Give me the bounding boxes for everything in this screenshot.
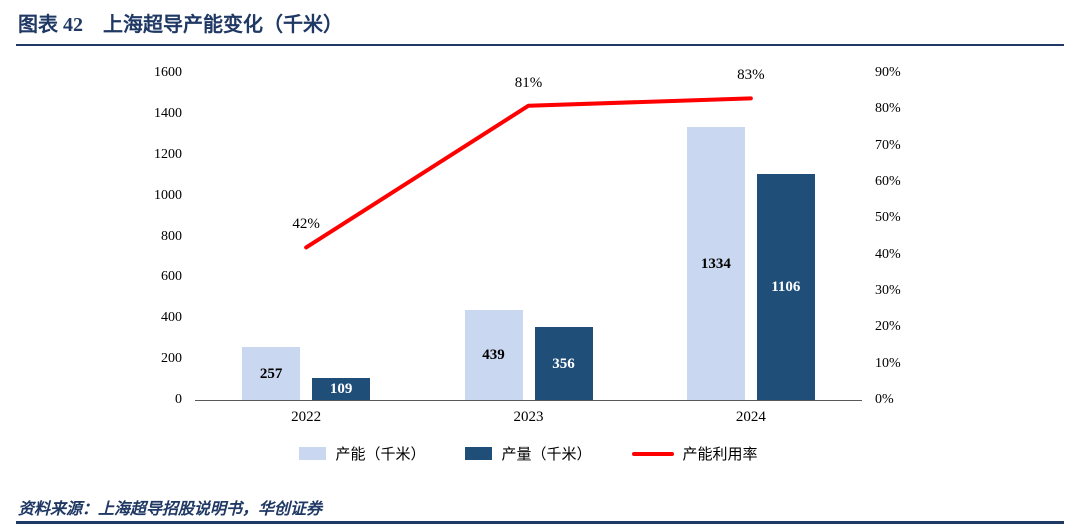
x-axis-category-label: 2023 — [513, 409, 544, 425]
legend-item-utilization: 产能利用率 — [631, 443, 758, 464]
bar-label-capacity-2023: 439 — [482, 347, 505, 364]
line-point-label-2023: 81% — [514, 74, 543, 91]
legend-item-capacity: 产能（千米） — [299, 443, 425, 464]
x-axis-line — [195, 400, 862, 401]
left-axis-tick-label: 1000 — [154, 187, 182, 203]
right-axis-tick-label: 40% — [875, 246, 901, 262]
right-axis-tick-label: 70% — [875, 137, 901, 153]
title-rule — [16, 44, 1064, 46]
bar-output-2022 — [312, 377, 371, 400]
bar-capacity-2024 — [686, 127, 745, 400]
legend-swatch-output — [465, 447, 493, 460]
bar-capacity-2022 — [242, 347, 301, 400]
right-axis-tick-label: 0% — [875, 392, 894, 407]
line-point-label-2022: 42% — [292, 216, 320, 233]
x-axis-category-label: 2024 — [735, 409, 766, 425]
right-axis-tick-label: 30% — [875, 283, 901, 298]
left-axis-tick-label: 1200 — [154, 146, 182, 162]
figure-title: 图表 42 上海超导产能变化（千米） — [18, 14, 343, 36]
left-axis-tick-label: 800 — [161, 228, 182, 244]
bar-output-2023 — [534, 327, 593, 400]
bar-capacity-2023 — [464, 310, 523, 400]
bottom-rule — [16, 521, 1064, 524]
legend-label-capacity: 产能（千米） — [335, 447, 426, 463]
legend-label-output: 产量（千米） — [501, 447, 592, 463]
bar-output-2024 — [756, 173, 815, 400]
left-axis-tick-label: 1400 — [154, 105, 182, 121]
line-point-label-2024: 83% — [737, 67, 765, 84]
right-axis-tick-label: 60% — [875, 174, 901, 189]
legend-swatch-utilization — [631, 451, 674, 456]
legend-item-output: 产量（千米） — [465, 443, 592, 464]
left-axis-tick-label: 600 — [161, 269, 182, 285]
left-axis-tick-label: 0 — [175, 392, 182, 407]
bar-label-capacity-2024: 1334 — [700, 255, 731, 272]
x-axis-category-label: 2022 — [291, 409, 322, 425]
left-axis-tick-label: 1600 — [154, 65, 182, 80]
right-axis-tick-label: 90% — [875, 65, 901, 80]
utilization-line-path — [304, 96, 753, 250]
legend-label-utilization: 产能利用率 — [682, 447, 758, 463]
right-axis-tick-label: 50% — [875, 210, 901, 226]
bar-label-capacity-2022: 257 — [259, 365, 283, 382]
source-note: 资料来源：上海超导招股说明书，华创证券 — [18, 501, 323, 518]
left-axis-tick-label: 400 — [161, 310, 182, 326]
bar-label-output-2024: 1106 — [771, 278, 801, 295]
left-axis-tick-label: 200 — [161, 351, 182, 367]
chart-legend: 产能（千米） 产量（千米） 产能利用率 — [195, 443, 862, 464]
legend-swatch-capacity — [299, 447, 327, 460]
right-axis-tick-label: 80% — [875, 101, 901, 117]
right-axis-tick-label: 10% — [875, 355, 901, 371]
right-axis-tick-label: 20% — [875, 319, 901, 335]
bar-label-output-2023: 356 — [552, 355, 575, 372]
bar-label-output-2022: 109 — [329, 380, 353, 397]
